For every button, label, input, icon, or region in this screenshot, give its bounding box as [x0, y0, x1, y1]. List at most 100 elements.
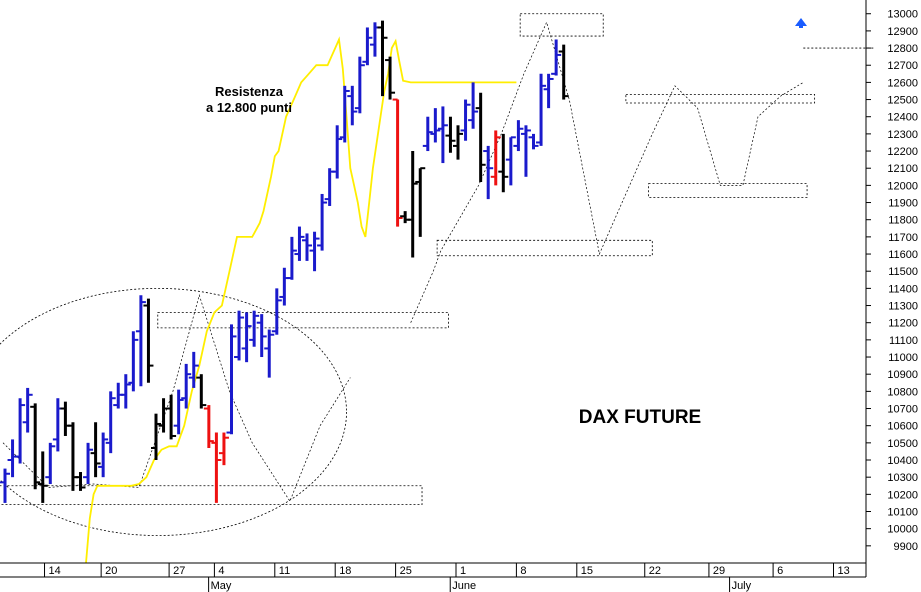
y-tick-label: 10500 — [887, 438, 918, 450]
x-tick-label: 15 — [581, 565, 593, 577]
ohlc-bar — [211, 432, 222, 503]
ohlc-bar — [264, 329, 275, 378]
annotation-line-2: a 12.800 punti — [206, 100, 292, 115]
y-tick-label: 12400 — [887, 112, 918, 124]
x-tick-label: 25 — [400, 565, 412, 577]
ohlc-bar — [347, 85, 358, 126]
ohlc-bar — [490, 130, 501, 186]
chart-title: DAX FUTURE — [579, 407, 701, 428]
y-tick-label: 9900 — [894, 541, 918, 553]
ohlc-bar — [339, 85, 350, 143]
y-tick-label: 11500 — [888, 266, 918, 278]
ohlc-bar — [218, 432, 229, 466]
ohlc-bar — [45, 442, 56, 485]
y-tick-label: 12900 — [887, 26, 918, 38]
y-tick-label: 12300 — [887, 129, 918, 141]
ohlc-bar — [226, 324, 237, 435]
y-tick-label: 10900 — [887, 369, 918, 381]
support-zone — [157, 311, 449, 329]
ohlc-bar — [75, 472, 86, 491]
ohlc-bar — [309, 231, 320, 272]
up-arrow-icon — [795, 18, 807, 28]
x-tick-label: 18 — [339, 565, 351, 577]
ohlc-bar — [203, 405, 214, 448]
y-tick-label: 11600 — [888, 249, 918, 261]
ohlc-bar — [120, 374, 131, 409]
trend-line — [2, 293, 351, 502]
ohlc-bar — [385, 56, 396, 100]
x-month-label: July — [732, 580, 752, 592]
support-zone — [648, 183, 808, 198]
ohlc-bar — [0, 468, 10, 503]
y-tick-label: 12800 — [887, 43, 918, 55]
x-tick-label: 8 — [520, 565, 526, 577]
ohlc-bar — [128, 331, 139, 392]
x-tick-label: 4 — [218, 565, 224, 577]
ohlc-bar — [445, 116, 456, 153]
y-tick-label: 11800 — [888, 215, 918, 227]
ohlc-bar — [475, 92, 486, 182]
ohlc-bar — [543, 73, 554, 109]
y-tick-label: 11200 — [888, 318, 918, 330]
y-tick-label: 12000 — [887, 180, 918, 192]
ohlc-bar — [83, 442, 94, 485]
x-tick-label: 20 — [105, 565, 117, 577]
ohlc-bar — [317, 193, 328, 251]
ohlc-bar — [30, 403, 41, 490]
y-tick-label: 10400 — [887, 455, 918, 467]
x-tick-label: 11 — [279, 565, 290, 577]
y-tick-label: 13000 — [887, 9, 918, 21]
moving-average-line — [85, 36, 517, 564]
ohlc-bar — [536, 73, 547, 146]
ohlc-bar — [332, 125, 343, 179]
ohlc-bar — [105, 391, 116, 454]
x-tick-label: 6 — [777, 565, 783, 577]
x-tick-label: 1 — [460, 565, 466, 577]
trend-line — [410, 21, 804, 323]
annotation-line-1: Resistenza — [215, 84, 284, 99]
ohlc-bar — [249, 310, 260, 347]
ohlc-bar — [513, 120, 524, 152]
ohlc-bar — [98, 432, 109, 478]
ohlc-bar — [22, 387, 33, 433]
support-zone — [519, 13, 604, 37]
y-tick-label: 10300 — [887, 472, 918, 484]
ohlc-bar — [362, 27, 373, 66]
x-tick-label: 22 — [649, 565, 661, 577]
support-zone — [625, 94, 816, 104]
x-month-label: June — [452, 580, 476, 592]
ohlc-bar — [135, 295, 146, 387]
ohlc-bar — [520, 125, 531, 177]
y-tick-label: 12600 — [887, 77, 918, 89]
y-tick-label: 11000 — [888, 352, 918, 364]
support-zone — [436, 239, 653, 257]
x-month-label: May — [211, 580, 232, 592]
ohlc-bar — [241, 312, 252, 363]
support-zones — [0, 13, 876, 506]
ohlc-bar — [271, 288, 282, 335]
ohlc-bar — [90, 422, 101, 478]
y-tick-label: 11100 — [889, 335, 918, 347]
ohlc-bar — [294, 226, 305, 261]
ohlc-bar — [460, 99, 471, 141]
x-tick-label: 13 — [838, 565, 850, 577]
x-tick-label: 29 — [713, 565, 725, 577]
y-tick-label: 11900 — [888, 198, 918, 210]
y-tick-label: 10100 — [887, 507, 918, 519]
ohlc-bar — [422, 116, 433, 152]
x-tick-label: 14 — [49, 565, 61, 577]
ohlc-bar — [196, 374, 207, 409]
ohlc-bar — [551, 39, 562, 76]
ohlc-bar — [415, 167, 426, 237]
y-tick-label: 12700 — [887, 60, 918, 72]
ohlc-bar — [37, 451, 48, 503]
ohlc-bar — [437, 106, 448, 164]
ohlc-bar — [286, 236, 297, 280]
ohlc-bar — [468, 82, 479, 129]
y-tick-label: 12100 — [887, 163, 918, 175]
y-tick-label: 10800 — [887, 386, 918, 398]
moving-average — [85, 36, 517, 564]
y-tick-label: 10200 — [887, 489, 918, 501]
